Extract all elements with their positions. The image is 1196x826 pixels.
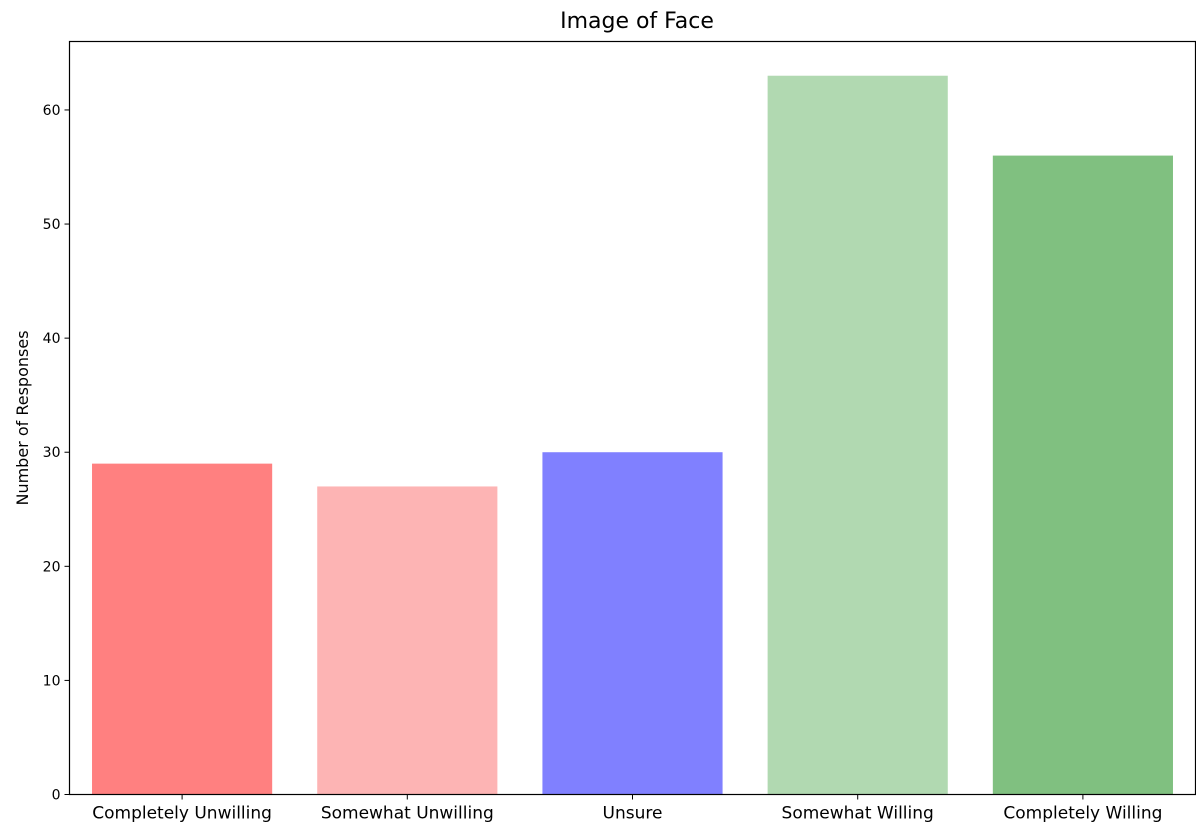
x-tick-label: Somewhat Unwilling (321, 804, 494, 824)
y-tick-label: 0 (52, 788, 61, 804)
bar-completely-willing (992, 155, 1173, 795)
y-tick-label: 60 (43, 103, 61, 119)
x-axis-ticks: Completely Unwilling Somewhat Unwilling Un… (92, 794, 1162, 824)
chart-title: Image of Face (560, 9, 714, 34)
y-axis-ticks: 0 10 20 30 40 50 60 (43, 103, 70, 804)
bar-completely-unwilling (92, 463, 273, 795)
y-tick-label: 30 (43, 445, 61, 461)
x-tick-label: Unsure (603, 804, 663, 824)
y-tick-label: 40 (43, 331, 61, 347)
y-tick-label: 10 (43, 673, 61, 689)
bar-unsure (542, 452, 723, 795)
bars-group (92, 75, 1173, 795)
bar-somewhat-unwilling (317, 486, 498, 795)
y-tick-label: 50 (43, 217, 61, 233)
y-axis-label: Number of Responses (13, 330, 32, 505)
x-tick-label: Completely Willing (1003, 804, 1162, 824)
x-tick-label: Completely Unwilling (92, 804, 272, 824)
y-tick-label: 20 (43, 559, 61, 575)
x-tick-label: Somewhat Willing (782, 804, 934, 824)
bar-somewhat-willing (767, 75, 948, 795)
